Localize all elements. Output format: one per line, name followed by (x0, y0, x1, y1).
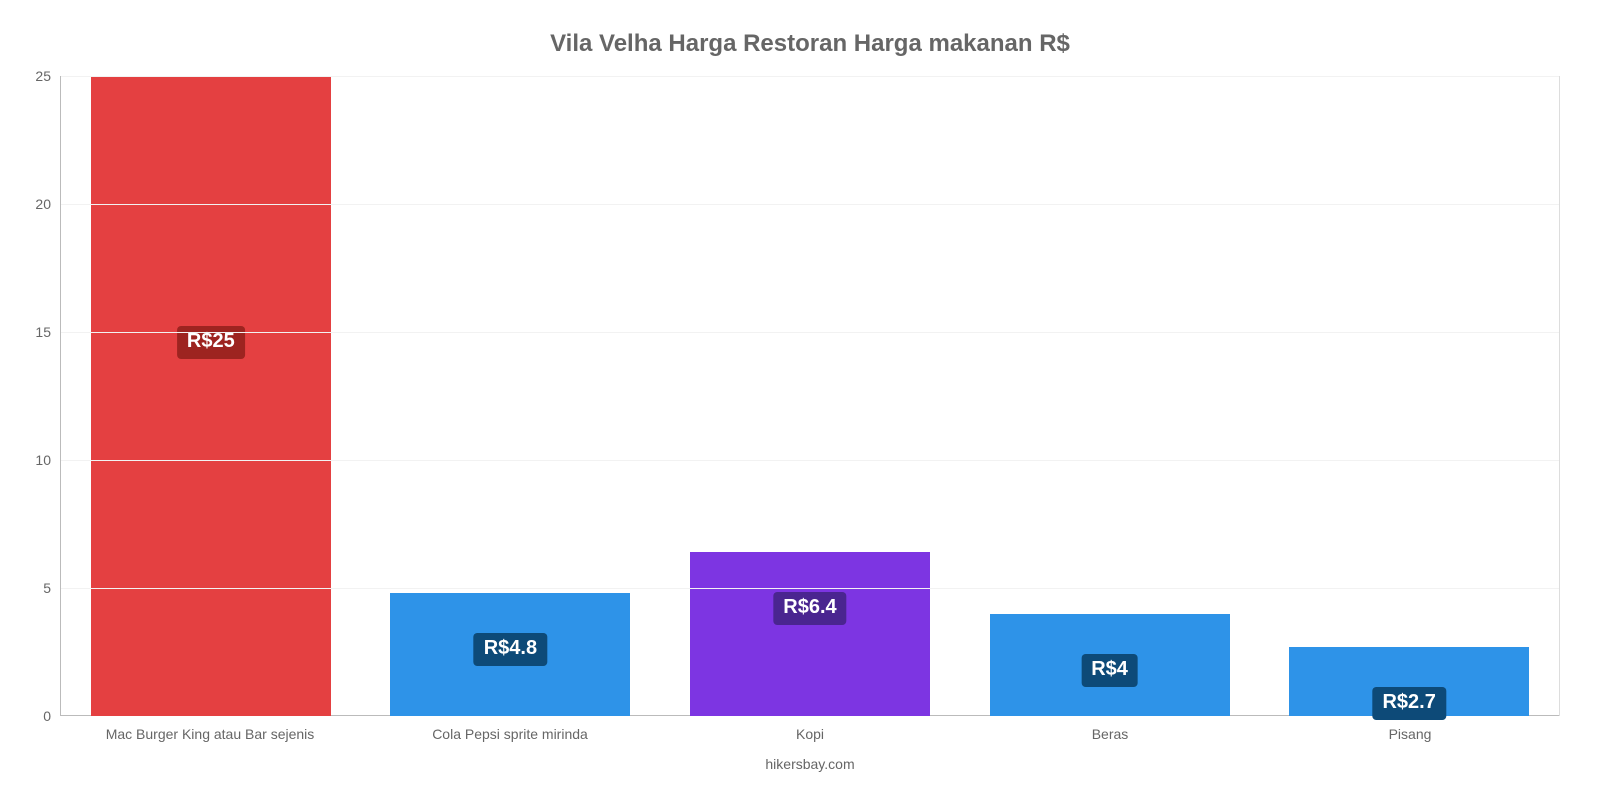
chart-container: Vila Velha Harga Restoran Harga makanan … (0, 0, 1600, 800)
bar-slot: R$4 (990, 76, 1230, 716)
bar: R$6.4 (690, 552, 930, 716)
bar-slot: R$6.4 (690, 76, 930, 716)
y-tick-label: 0 (43, 708, 51, 724)
bar-value-label: R$2.7 (1372, 687, 1445, 720)
grid-line (61, 588, 1559, 589)
chart-title: Vila Velha Harga Restoran Harga makanan … (60, 30, 1560, 58)
bar-slot: R$4.8 (390, 76, 630, 716)
y-tick-label: 5 (43, 580, 51, 596)
bar-slot: R$2.7 (1289, 76, 1529, 716)
bars-group: R$25 R$4.8 R$6.4 R$4 R$2.7 (61, 76, 1559, 716)
y-tick-label: 15 (35, 324, 51, 340)
x-axis-label: Kopi (690, 726, 930, 742)
bar: R$2.7 (1289, 647, 1529, 716)
bar: R$25 (91, 76, 331, 716)
grid-line (61, 460, 1559, 461)
x-axis-label: Mac Burger King atau Bar sejenis (90, 726, 330, 742)
bar-value-label: R$4.8 (474, 633, 547, 666)
bar: R$4.8 (390, 593, 630, 716)
y-tick-label: 25 (35, 68, 51, 84)
y-tick-label: 20 (35, 196, 51, 212)
plot-area: R$25R$4.8R$6.4R$4R$2.7 0510152025 (60, 76, 1560, 716)
bar-value-label: R$4 (1081, 654, 1138, 687)
bar-slot: R$25 (91, 76, 331, 716)
grid-line (61, 332, 1559, 333)
x-axis-label: Beras (990, 726, 1230, 742)
bar-value-label: R$25 (177, 326, 245, 359)
footer-text: hikersbay.com (60, 756, 1560, 772)
x-labels-group: Mac Burger King atau Bar sejenis Cola Pep… (60, 726, 1560, 742)
grid-line (61, 76, 1559, 77)
x-axis-label: Cola Pepsi sprite mirinda (390, 726, 630, 742)
y-tick-label: 10 (35, 452, 51, 468)
grid-line (61, 204, 1559, 205)
bar-value-label: R$6.4 (773, 592, 846, 625)
x-axis-label: Pisang (1290, 726, 1530, 742)
bar: R$4 (990, 614, 1230, 716)
